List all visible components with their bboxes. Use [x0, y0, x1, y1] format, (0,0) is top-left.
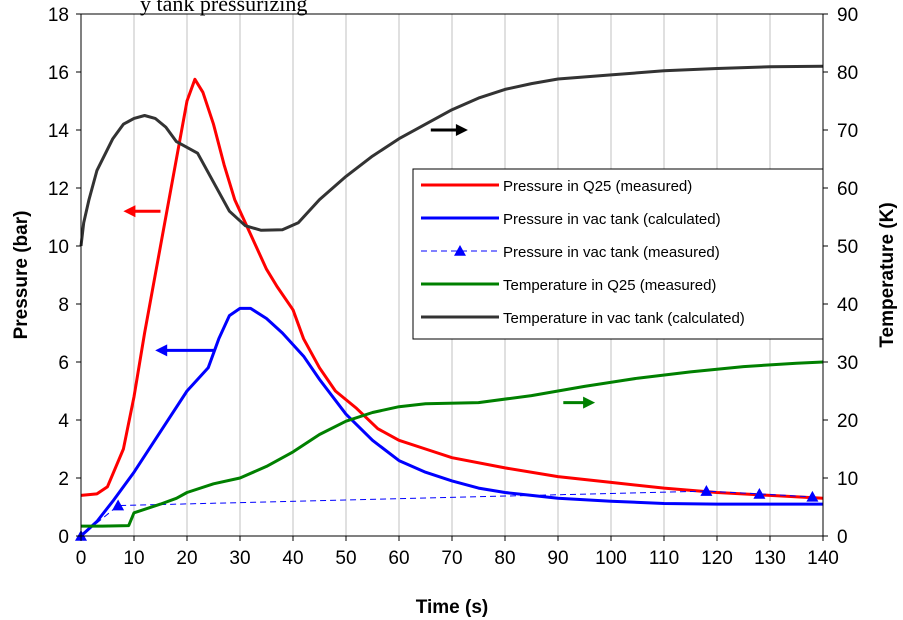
- series-line: [80, 490, 813, 537]
- x-tick-label: 10: [123, 548, 144, 569]
- x-tick-label: 120: [701, 548, 733, 569]
- y-tick-label: 12: [48, 179, 69, 200]
- legend-entry: Temperature in vac tank (calculated): [503, 310, 745, 327]
- y-axis-label-right: Temperature (K): [877, 202, 898, 347]
- y2-tick-label: 50: [837, 237, 858, 258]
- y2-tick-label: 60: [837, 179, 858, 200]
- data-point-marker: [112, 499, 125, 511]
- series-line: [79, 306, 823, 538]
- figure-caption-fragment: y tank pressurizing: [140, 0, 308, 16]
- axis-arrow-head: [123, 205, 136, 218]
- series-line: [81, 360, 824, 528]
- legend-entry: Pressure in Q25 (measured): [503, 178, 692, 195]
- legend-marker: [454, 245, 466, 256]
- x-tick-label: 110: [649, 548, 679, 569]
- y2-tick-label: 80: [837, 63, 858, 84]
- y-tick-label: 10: [48, 237, 69, 258]
- x-tick-label: 80: [494, 548, 515, 569]
- x-axis-label: Time (s): [416, 597, 489, 618]
- y2-tick-label: 70: [837, 121, 858, 142]
- y2-tick-label: 20: [837, 411, 858, 432]
- x-tick-label: 40: [282, 548, 303, 569]
- y2-tick-label: 0: [837, 527, 848, 548]
- data-point-marker: [753, 487, 766, 499]
- y2-tick-label: 40: [837, 295, 858, 316]
- axes: 0 10 20 30 40 50 60 70 80 90 100 110 120 130 140024681…: [48, 5, 858, 569]
- series-lines: [75, 64, 824, 541]
- axis-arrow-head: [583, 396, 596, 409]
- axis-arrows: [123, 124, 596, 409]
- x-tick-label: 20: [176, 548, 197, 569]
- y-tick-label: 8: [58, 295, 69, 316]
- y2-tick-label: 30: [837, 353, 858, 374]
- x-tick-label: 50: [335, 548, 356, 569]
- x-tick-label: 70: [441, 548, 462, 569]
- series-line: [79, 64, 824, 247]
- y-tick-label: 14: [48, 121, 70, 142]
- x-tick-label: 90: [547, 548, 568, 569]
- data-point-marker: [806, 490, 819, 502]
- y2-tick-label: 10: [837, 469, 858, 490]
- axis-arrow-head: [455, 124, 468, 136]
- x-tick-label: 60: [388, 548, 409, 569]
- x-tick-label: 0: [76, 548, 87, 569]
- y2-tick-label: 90: [837, 5, 858, 26]
- y-tick-label: 16: [48, 63, 69, 84]
- y-tick-label: 6: [58, 353, 69, 374]
- x-tick-label: 100: [595, 548, 627, 569]
- x-tick-label: 140: [807, 548, 839, 569]
- legend-entry: Pressure in vac tank (calculated): [503, 211, 721, 228]
- legend-entry: Pressure in vac tank (measured): [503, 244, 720, 261]
- y-axis-label-left: Pressure (bar): [11, 211, 32, 340]
- y-tick-label: 0: [58, 527, 69, 548]
- x-tick-label: 30: [229, 548, 250, 569]
- series-line: [80, 77, 824, 500]
- y-tick-label: 4: [58, 411, 69, 432]
- y-tick-label: 2: [58, 469, 69, 490]
- legend: Pressure in Q25 (measured) Pressure in va…: [412, 168, 824, 340]
- legend-box: [412, 168, 824, 340]
- x-tick-label: 130: [754, 548, 786, 569]
- axis-arrow-head: [155, 344, 168, 357]
- data-point-marker: [700, 485, 713, 496]
- y-tick-label: 18: [48, 5, 69, 26]
- legend-entry: Temperature in Q25 (measured): [503, 277, 716, 294]
